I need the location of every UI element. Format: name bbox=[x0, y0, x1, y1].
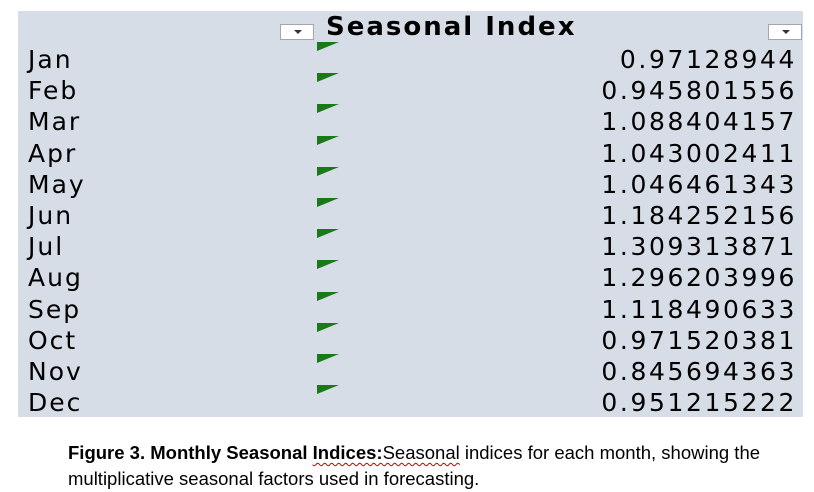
green-triangle-icon bbox=[317, 229, 339, 239]
green-triangle-icon bbox=[317, 291, 339, 301]
green-triangle-icon bbox=[317, 104, 339, 114]
table-row: Oct 0.971520381 bbox=[18, 322, 803, 356]
table-header: Seasonal Index bbox=[18, 11, 803, 44]
month-cell[interactable]: Aug bbox=[28, 263, 83, 293]
caption-squiggle-word: Seasonal bbox=[382, 442, 460, 463]
green-triangle-icon bbox=[317, 260, 339, 270]
seasonal-index-cell[interactable]: 0.845694363 bbox=[601, 356, 797, 386]
month-cell[interactable]: Feb bbox=[28, 76, 79, 106]
month-cell[interactable]: Nov bbox=[28, 356, 83, 386]
table-row: Sep 1.118490633 bbox=[18, 291, 803, 325]
seasonal-index-cell[interactable]: 0.971520381 bbox=[601, 325, 797, 355]
month-cell[interactable]: Apr bbox=[28, 138, 78, 168]
table-row: Jul 1.309313871 bbox=[18, 229, 803, 262]
spreadsheet-table: Seasonal Index Jan 0.97128944 Feb 0.9458015… bbox=[18, 11, 803, 417]
month-filter-button[interactable] bbox=[280, 24, 314, 40]
green-triangle-icon bbox=[317, 73, 339, 83]
table-row: Mar 1.088404157 bbox=[18, 104, 803, 137]
table-row: Aug 1.296203996 bbox=[18, 260, 803, 293]
month-cell[interactable]: Jan bbox=[28, 45, 73, 74]
seasonal-index-cell[interactable]: 1.043002411 bbox=[601, 138, 797, 168]
figure-caption: Figure 3. Monthly Seasonal Indices:Seaso… bbox=[68, 440, 788, 492]
month-cell[interactable]: Jul bbox=[28, 232, 65, 262]
table-rows: Jan 0.97128944 Feb 0.945801556 Mar 1.08840415… bbox=[18, 42, 803, 418]
caption-label-end: Indices: bbox=[312, 442, 383, 463]
index-filter-button[interactable] bbox=[768, 24, 802, 40]
table-row: Nov 0.845694363 bbox=[18, 353, 803, 387]
month-cell[interactable]: Dec bbox=[28, 388, 83, 418]
dropdown-arrow-icon bbox=[782, 30, 790, 34]
green-triangle-icon bbox=[317, 385, 339, 395]
seasonal-index-cell[interactable]: 1.046461343 bbox=[601, 169, 797, 199]
caption-label: Figure 3. Monthly Seasonal bbox=[68, 442, 313, 463]
caption-text: indices for each month, showing the mult… bbox=[68, 442, 761, 489]
seasonal-index-cell[interactable]: 1.296203996 bbox=[601, 263, 797, 293]
month-cell[interactable]: Jun bbox=[28, 200, 74, 230]
seasonal-index-cell[interactable]: 0.945801556 bbox=[601, 76, 797, 106]
green-triangle-icon bbox=[317, 322, 339, 332]
column-header-seasonal-index: Seasonal Index bbox=[326, 12, 577, 42]
seasonal-index-cell[interactable]: 0.97128944 bbox=[619, 45, 797, 74]
table-row: Feb 0.945801556 bbox=[18, 73, 803, 106]
month-cell[interactable]: Sep bbox=[28, 294, 82, 324]
green-triangle-icon bbox=[317, 135, 339, 145]
green-triangle-icon bbox=[317, 197, 339, 207]
seasonal-index-cell[interactable]: 1.309313871 bbox=[601, 232, 797, 262]
dropdown-arrow-icon bbox=[294, 30, 302, 34]
green-triangle-icon bbox=[317, 166, 339, 176]
green-triangle-icon bbox=[317, 42, 339, 51]
month-cell[interactable]: Mar bbox=[28, 107, 82, 137]
seasonal-index-cell[interactable]: 1.088404157 bbox=[601, 107, 797, 137]
table-row: Dec 0.951215222 bbox=[18, 385, 803, 418]
month-cell[interactable]: May bbox=[28, 169, 86, 199]
table-row: Jun 1.184252156 bbox=[18, 197, 803, 231]
month-cell[interactable]: Oct bbox=[28, 325, 78, 355]
table-row: Jan 0.97128944 bbox=[18, 42, 803, 75]
table-row: May 1.046461343 bbox=[18, 166, 803, 200]
seasonal-index-cell[interactable]: 1.184252156 bbox=[601, 200, 797, 230]
table-row: Apr 1.043002411 bbox=[18, 135, 803, 169]
seasonal-index-cell[interactable]: 1.118490633 bbox=[601, 294, 797, 324]
seasonal-index-cell[interactable]: 0.951215222 bbox=[601, 388, 797, 418]
green-triangle-icon bbox=[317, 353, 339, 363]
